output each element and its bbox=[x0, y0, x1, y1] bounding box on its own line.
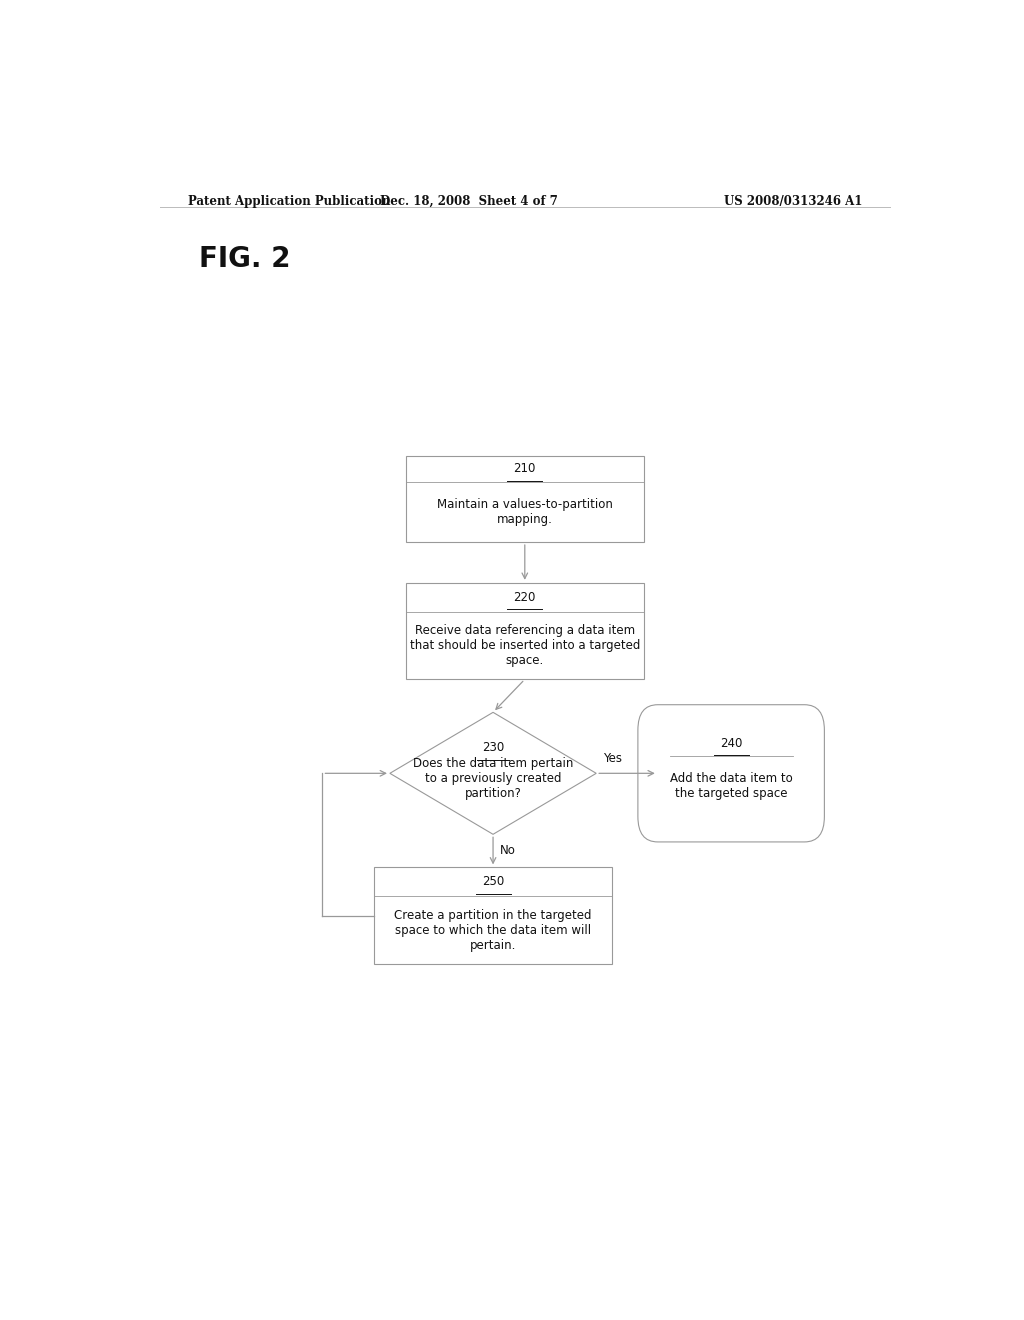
Text: Create a partition in the targeted
space to which the data item will
pertain.: Create a partition in the targeted space… bbox=[394, 908, 592, 952]
Text: 210: 210 bbox=[514, 462, 536, 475]
Text: Patent Application Publication: Patent Application Publication bbox=[187, 195, 390, 209]
Text: Maintain a values-to-partition
mapping.: Maintain a values-to-partition mapping. bbox=[437, 498, 612, 525]
Text: Add the data item to
the targeted space: Add the data item to the targeted space bbox=[670, 772, 793, 800]
FancyBboxPatch shape bbox=[638, 705, 824, 842]
Text: 250: 250 bbox=[482, 875, 504, 888]
Text: No: No bbox=[500, 845, 515, 857]
Bar bbox=[406, 455, 644, 543]
Text: Receive data referencing a data item
that should be inserted into a targeted
spa: Receive data referencing a data item tha… bbox=[410, 624, 640, 667]
Polygon shape bbox=[390, 713, 596, 834]
Text: 240: 240 bbox=[720, 737, 742, 750]
Text: Does the data item pertain
to a previously created
partition?: Does the data item pertain to a previous… bbox=[413, 756, 573, 800]
Text: Yes: Yes bbox=[602, 752, 622, 766]
Bar bbox=[406, 582, 644, 680]
Text: 220: 220 bbox=[514, 591, 536, 603]
Bar bbox=[374, 867, 612, 964]
Text: US 2008/0313246 A1: US 2008/0313246 A1 bbox=[724, 195, 862, 209]
Text: 230: 230 bbox=[482, 742, 504, 754]
Text: FIG. 2: FIG. 2 bbox=[200, 244, 291, 273]
Text: Dec. 18, 2008  Sheet 4 of 7: Dec. 18, 2008 Sheet 4 of 7 bbox=[380, 195, 558, 209]
